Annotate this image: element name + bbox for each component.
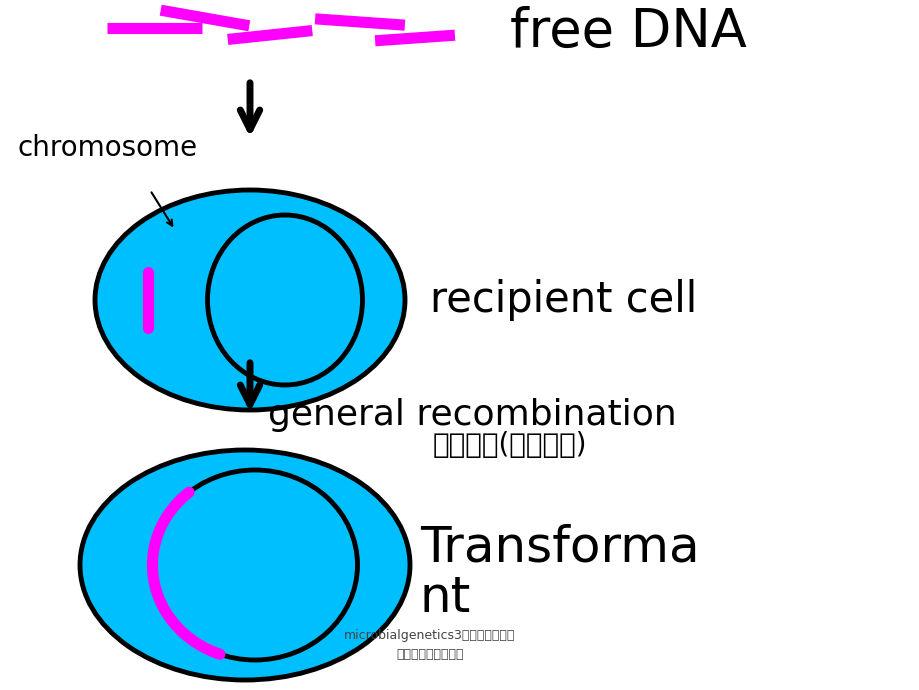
Text: free DNA: free DNA [509,6,746,58]
Ellipse shape [153,470,357,660]
Text: nt: nt [420,574,471,622]
Text: Transforma: Transforma [420,524,698,572]
Text: microbialgenetics3细菌和放线菌的: microbialgenetics3细菌和放线菌的 [344,629,516,642]
Text: 基因重组和遗传分析: 基因重组和遗传分析 [396,649,463,662]
Text: 一般重组(同源重组): 一般重组(同源重组) [432,431,586,459]
Ellipse shape [95,190,404,410]
Ellipse shape [80,450,410,680]
Text: chromosome: chromosome [18,134,198,162]
Ellipse shape [208,215,362,385]
Text: recipient cell: recipient cell [429,279,697,321]
Text: general recombination: general recombination [267,398,676,432]
